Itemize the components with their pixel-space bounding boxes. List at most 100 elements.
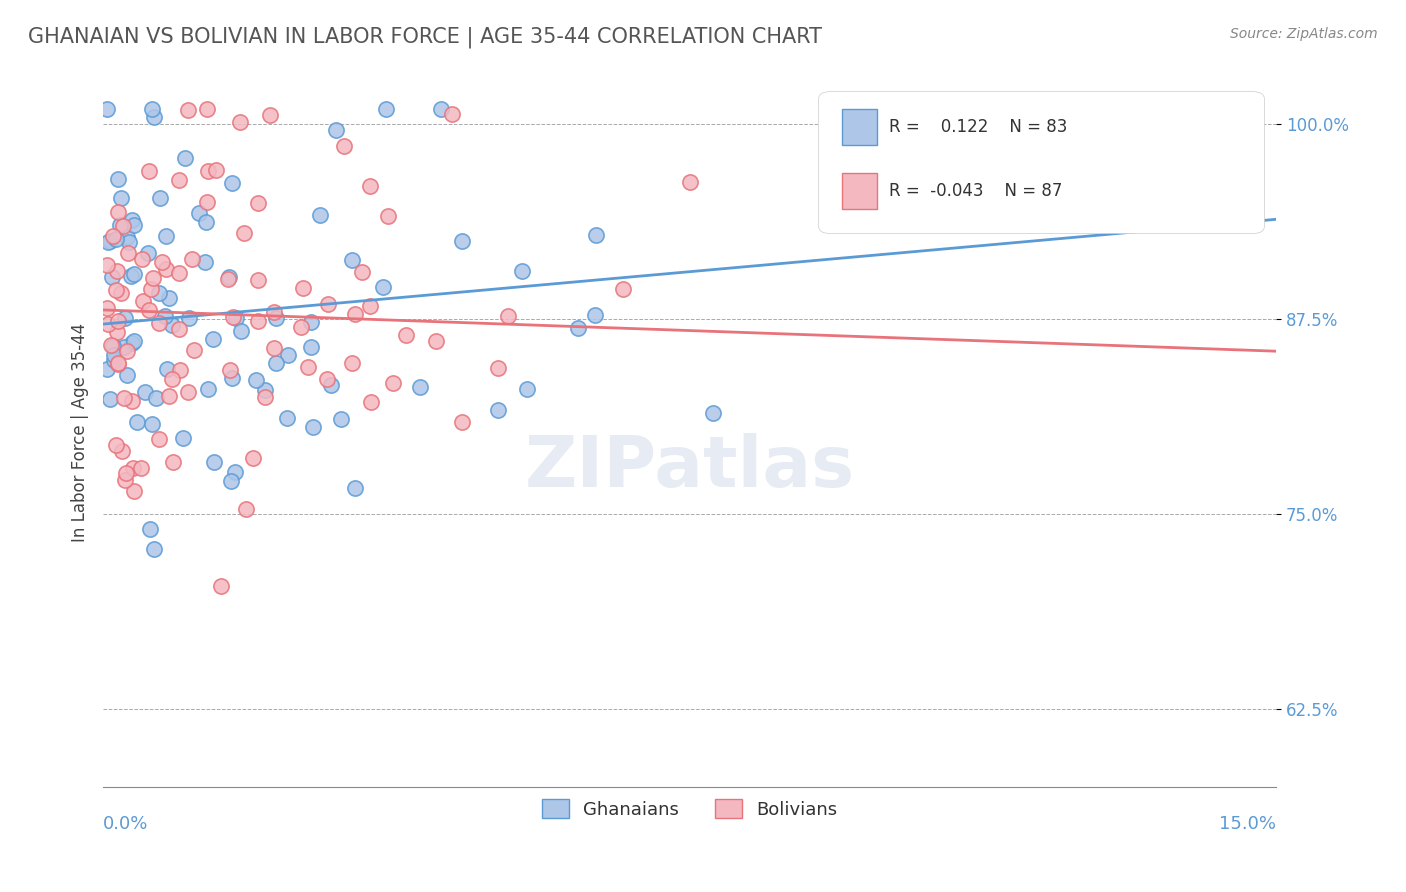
Text: 15.0%: 15.0% [1219, 815, 1277, 833]
Point [679, 175, 702, 189]
Point [157, 389, 180, 403]
Point [197, 382, 219, 396]
Point [138, 303, 160, 318]
Text: Source: ZipAtlas.com: Source: ZipAtlas.com [1230, 27, 1378, 41]
Point [103, 353, 125, 368]
Point [110, 218, 132, 232]
Point [409, 380, 432, 394]
Point [97, 317, 120, 331]
Point [330, 411, 353, 425]
Point [451, 235, 474, 249]
Point [124, 334, 146, 348]
Point [292, 281, 315, 295]
Point [371, 280, 394, 294]
Point [156, 362, 179, 376]
Point [122, 483, 145, 498]
Point [183, 343, 205, 358]
Point [343, 481, 366, 495]
Y-axis label: In Labor Force | Age 35-44: In Labor Force | Age 35-44 [72, 323, 89, 541]
Point [157, 291, 180, 305]
Point [112, 341, 135, 355]
Point [360, 395, 382, 409]
Point [197, 164, 219, 178]
Point [107, 172, 129, 186]
Point [177, 310, 200, 325]
Point [129, 461, 152, 475]
Point [209, 579, 232, 593]
Point [121, 212, 143, 227]
Point [121, 394, 143, 409]
Point [332, 139, 354, 153]
Point [218, 362, 240, 376]
Point [155, 262, 177, 277]
Point [222, 310, 245, 324]
Point [148, 286, 170, 301]
Point [195, 195, 218, 210]
Point [583, 308, 606, 322]
Point [96, 102, 118, 116]
Point [104, 438, 127, 452]
Point [169, 322, 191, 336]
Point [149, 191, 172, 205]
Point [125, 415, 148, 429]
Point [96, 362, 118, 376]
Point [160, 372, 183, 386]
Point [194, 255, 217, 269]
Point [266, 356, 288, 370]
Point [195, 215, 218, 229]
Point [247, 273, 270, 287]
Point [321, 378, 343, 392]
Point [276, 411, 298, 425]
Point [302, 420, 325, 434]
Point [114, 311, 136, 326]
Point [263, 341, 285, 355]
Point [148, 433, 170, 447]
Point [612, 282, 634, 296]
FancyBboxPatch shape [818, 92, 1264, 234]
Point [118, 235, 141, 249]
Point [145, 391, 167, 405]
Point [229, 114, 252, 128]
Point [344, 307, 367, 321]
Point [299, 339, 322, 353]
Point [101, 228, 124, 243]
Point [124, 267, 146, 281]
Point [516, 382, 538, 396]
Point [382, 376, 405, 390]
Point [375, 102, 398, 116]
Point [585, 227, 607, 242]
Point [105, 325, 128, 339]
Point [359, 178, 381, 193]
Point [172, 431, 194, 445]
Point [218, 270, 240, 285]
Point [141, 417, 163, 431]
Point [254, 390, 277, 404]
Point [155, 310, 177, 324]
Point [316, 372, 339, 386]
Point [155, 228, 177, 243]
Point [142, 271, 165, 285]
Point [496, 309, 519, 323]
Point [221, 370, 243, 384]
Point [259, 108, 281, 122]
Point [169, 363, 191, 377]
Point [264, 310, 287, 325]
Point [221, 474, 243, 488]
Point [107, 357, 129, 371]
Point [143, 541, 166, 556]
Point [486, 360, 509, 375]
Point [290, 320, 312, 334]
Point [98, 392, 121, 407]
Point [308, 208, 330, 222]
Bar [842, 173, 877, 209]
Point [425, 334, 447, 348]
Point [247, 313, 270, 327]
Point [104, 283, 127, 297]
Point [205, 163, 228, 178]
Point [221, 176, 243, 190]
Point [181, 252, 204, 266]
Point [352, 265, 374, 279]
Point [263, 305, 285, 319]
Point [486, 403, 509, 417]
Point [217, 272, 239, 286]
